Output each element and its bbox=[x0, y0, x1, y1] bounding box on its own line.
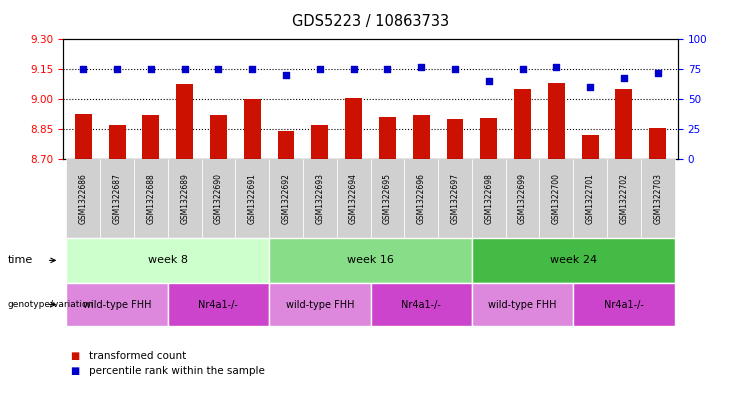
Text: week 16: week 16 bbox=[347, 255, 394, 265]
Bar bbox=[548, 83, 565, 159]
Bar bbox=[109, 125, 125, 159]
Point bbox=[618, 75, 630, 81]
Text: GDS5223 / 10863733: GDS5223 / 10863733 bbox=[292, 14, 449, 29]
Text: GSM1322691: GSM1322691 bbox=[247, 173, 256, 224]
Point bbox=[449, 66, 461, 72]
Bar bbox=[345, 98, 362, 159]
Text: GSM1322686: GSM1322686 bbox=[79, 173, 87, 224]
Point bbox=[584, 84, 596, 90]
Bar bbox=[379, 117, 396, 159]
Bar bbox=[278, 131, 294, 159]
Bar bbox=[480, 118, 497, 159]
Text: week 8: week 8 bbox=[147, 255, 187, 265]
Text: wild-type FHH: wild-type FHH bbox=[83, 299, 151, 310]
Point bbox=[348, 66, 359, 72]
Text: time: time bbox=[7, 255, 33, 265]
Text: GSM1322697: GSM1322697 bbox=[451, 173, 459, 224]
Text: GSM1322698: GSM1322698 bbox=[485, 173, 494, 224]
Text: GSM1322692: GSM1322692 bbox=[282, 173, 290, 224]
Text: wild-type FHH: wild-type FHH bbox=[488, 299, 556, 310]
Text: Nr4a1-/-: Nr4a1-/- bbox=[402, 299, 441, 310]
Text: GSM1322693: GSM1322693 bbox=[316, 173, 325, 224]
Text: Nr4a1-/-: Nr4a1-/- bbox=[604, 299, 644, 310]
Point bbox=[382, 66, 393, 72]
Text: ■: ■ bbox=[70, 351, 79, 361]
Bar bbox=[582, 135, 599, 159]
Point bbox=[111, 66, 123, 72]
Text: genotype/variation: genotype/variation bbox=[7, 300, 93, 309]
Bar bbox=[244, 99, 261, 159]
Bar bbox=[413, 115, 430, 159]
Text: Nr4a1-/-: Nr4a1-/- bbox=[199, 299, 239, 310]
Text: week 24: week 24 bbox=[550, 255, 597, 265]
Point bbox=[483, 78, 495, 84]
Point bbox=[516, 66, 528, 72]
Text: GSM1322694: GSM1322694 bbox=[349, 173, 358, 224]
Text: GSM1322699: GSM1322699 bbox=[518, 173, 527, 224]
Text: GSM1322703: GSM1322703 bbox=[654, 173, 662, 224]
Text: GSM1322689: GSM1322689 bbox=[180, 173, 189, 224]
Bar bbox=[142, 115, 159, 159]
Bar bbox=[210, 115, 227, 159]
Point bbox=[280, 72, 292, 78]
Text: GSM1322700: GSM1322700 bbox=[552, 173, 561, 224]
Point bbox=[551, 64, 562, 70]
Text: GSM1322702: GSM1322702 bbox=[619, 173, 628, 224]
Text: transformed count: transformed count bbox=[89, 351, 186, 361]
Bar bbox=[616, 89, 632, 159]
Bar bbox=[447, 119, 463, 159]
Point bbox=[213, 66, 225, 72]
Bar bbox=[649, 128, 666, 159]
Text: GSM1322690: GSM1322690 bbox=[214, 173, 223, 224]
Bar bbox=[75, 114, 92, 159]
Point bbox=[179, 66, 190, 72]
Text: wild-type FHH: wild-type FHH bbox=[285, 299, 354, 310]
Text: GSM1322701: GSM1322701 bbox=[585, 173, 595, 224]
Point bbox=[246, 66, 258, 72]
Point bbox=[652, 70, 664, 76]
Point bbox=[415, 64, 427, 70]
Bar bbox=[311, 125, 328, 159]
Text: percentile rank within the sample: percentile rank within the sample bbox=[89, 366, 265, 376]
Text: GSM1322687: GSM1322687 bbox=[113, 173, 122, 224]
Bar bbox=[514, 89, 531, 159]
Point bbox=[145, 66, 157, 72]
Text: GSM1322695: GSM1322695 bbox=[383, 173, 392, 224]
Point bbox=[314, 66, 326, 72]
Bar bbox=[176, 84, 193, 159]
Text: ■: ■ bbox=[70, 366, 79, 376]
Text: GSM1322688: GSM1322688 bbox=[146, 173, 156, 224]
Text: GSM1322696: GSM1322696 bbox=[416, 173, 425, 224]
Point bbox=[77, 66, 89, 72]
